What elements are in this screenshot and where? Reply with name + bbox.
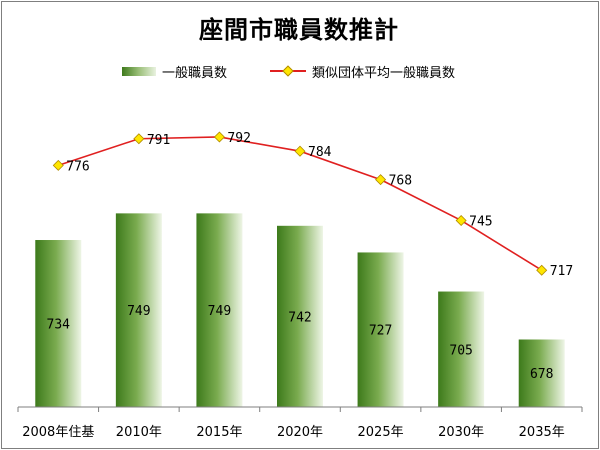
line-marker	[294, 145, 306, 157]
x-tick-label: 2020年	[277, 425, 323, 440]
bar	[115, 213, 162, 407]
line-value-label: 792	[227, 131, 250, 146]
legend-line-swatch	[270, 65, 306, 77]
chart-title: 座間市職員数推計	[199, 16, 399, 44]
legend-bar-swatch	[122, 66, 156, 76]
bar-value-label: 742	[288, 310, 311, 325]
bar-value-label: 705	[449, 343, 472, 358]
line-value-label: 768	[389, 174, 412, 189]
line-marker	[455, 214, 467, 226]
line-marker	[375, 174, 387, 186]
line-marker	[213, 131, 225, 143]
line-value-label: 776	[66, 159, 89, 174]
line-marker	[52, 159, 64, 171]
bar-value-label: 734	[47, 318, 71, 333]
bar-value-label: 749	[127, 304, 150, 319]
bar	[35, 240, 82, 407]
legend-line-label: 類似団体平均一般職員数	[312, 65, 456, 81]
line-value-label: 784	[308, 145, 332, 160]
x-tick-label: 2008年住基	[22, 425, 94, 440]
legend-bar-label: 一般職員数	[162, 65, 228, 81]
bar	[438, 291, 485, 407]
bar-value-label: 749	[208, 304, 231, 319]
x-tick-label: 2030年	[438, 425, 484, 440]
line-marker	[536, 264, 548, 276]
bar-value-label: 678	[530, 367, 553, 382]
legend: 一般職員数 類似団体平均一般職員数	[0, 61, 598, 81]
legend-item-line: 類似団体平均一般職員数	[270, 61, 455, 81]
line-value-label: 745	[469, 214, 492, 229]
legend-item-bar: 一般職員数	[122, 61, 227, 81]
line-value-label: 791	[147, 133, 170, 148]
line-value-label: 717	[550, 264, 573, 279]
bar-value-label: 727	[369, 324, 392, 339]
bar	[277, 225, 323, 407]
bar	[196, 213, 243, 407]
line-marker	[133, 133, 145, 145]
bar	[518, 339, 565, 407]
x-tick-label: 2010年	[116, 425, 162, 440]
x-tick-label: 2015年	[196, 425, 242, 440]
x-tick-label: 2035年	[519, 425, 565, 440]
x-tick-label: 2025年	[358, 425, 404, 440]
bar	[357, 252, 404, 407]
